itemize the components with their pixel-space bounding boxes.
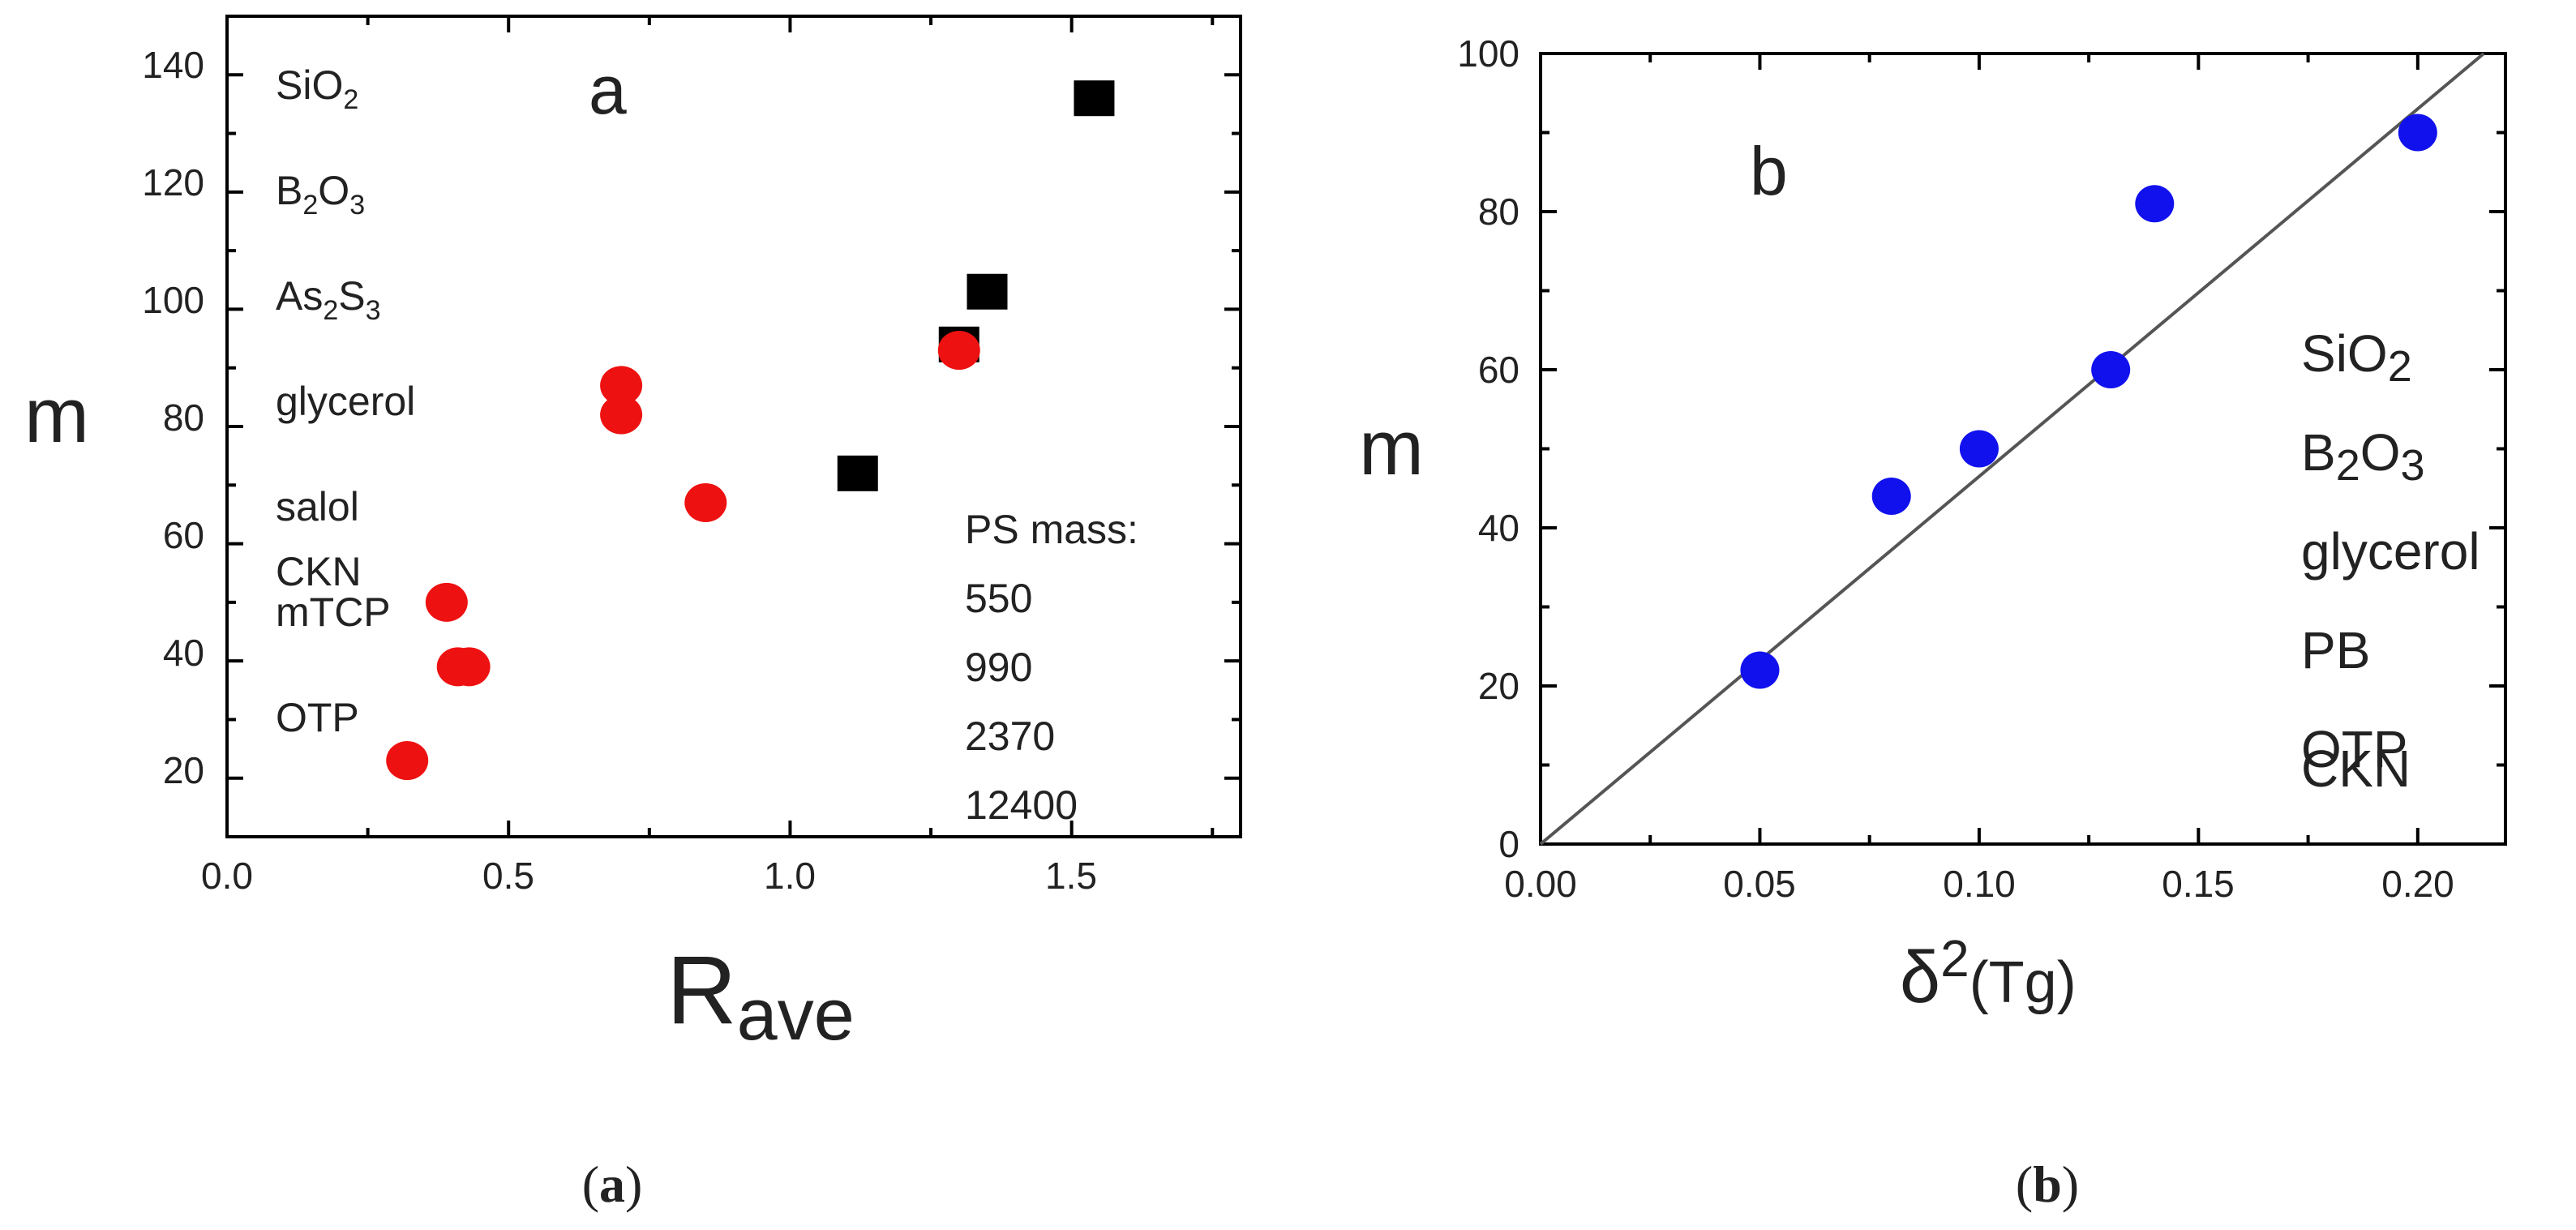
legend-ps-mass-2370: 2370 [965,714,1055,759]
legend-ps-mass-title: PS mass: [965,507,1138,552]
legend-ps-mass-990: 990 [965,645,1032,690]
legend-entry-sio2: SiO2 [276,62,358,115]
panel-a-x-tick-label: 0.5 [482,855,534,897]
panel-a-circle-point [448,647,491,687]
panel-a-circle-point [386,741,429,781]
figure-captions: (a) (b) [582,1155,2079,1213]
caption-b: (b) [2016,1155,2079,1213]
legend-entry-glycerol: glycerol [276,379,415,424]
panel-a-circle-point [600,395,643,435]
caption-a: (a) [582,1155,643,1213]
legend-entry-mtcp: mTCP [276,589,391,635]
panel-b-circle-point [2398,114,2437,152]
panel-b-legend: SiO2 B2O3 glycerol PB OTP CKN [2301,324,2480,798]
panel-a-square-point [837,455,878,491]
panel-b-y-tick-label: 20 [1478,665,1519,707]
panel-a-x-tick-labels: 0.0 0.5 1.0 1.5 [201,855,1097,897]
legend-entry-salol: salol [276,484,359,529]
panel-a-x-tick-label: 1.0 [764,855,816,897]
panel-b-circle-point [2091,351,2131,388]
panel-a-legend-right: PS mass: 550 990 2370 12400 [965,507,1138,828]
legend-entry-as2s3: As2S3 [276,273,381,326]
panel-a-circle-point [684,482,727,522]
panel-b-y-tick-label: 60 [1478,349,1519,391]
panel-a: 20 40 60 80 100 120 140 0.0 0.5 1.0 1.5 … [24,15,1242,1056]
panel-b-y-tick-label: 40 [1478,507,1519,549]
panel-a-data-points [386,80,1115,781]
panel-b-fit-line [1539,52,2485,846]
panel-b-y-axis-label: m [1359,405,1424,491]
panel-a-circle-point [937,331,980,371]
panel-b: 0 20 40 60 80 100 0.00 0.05 0.10 0.15 0.… [1359,32,2507,1018]
panel-a-y-tick-label: 20 [163,749,204,791]
panel-b-circle-point [2135,185,2175,223]
panel-b-y-tick-label: 100 [1457,32,1519,75]
panel-b-letter: b [1750,133,1788,209]
panel-a-plot-frame [225,15,1242,838]
panel-b-y-tick-label: 80 [1478,191,1519,233]
panel-b-circle-point [1959,430,1999,468]
panel-b-x-tick-label: 0.20 [2381,863,2454,905]
panel-b-data-points [1740,114,2437,689]
panel-b-circle-point [1740,651,1780,689]
legend-entry-pb: PB [2301,621,2370,679]
legend-entry-b2o3: B2O3 [276,168,365,221]
panel-a-square-point [1074,80,1115,117]
panel-b-x-axis-label: δ2(Tg) [1900,929,2077,1018]
panel-b-x-tick-labels: 0.00 0.05 0.10 0.15 0.20 [1504,863,2454,905]
panel-a-y-tick-label: 120 [142,161,204,204]
legend-ps-mass-550: 550 [965,576,1032,621]
legend-entry-glycerol: glycerol [2301,522,2480,581]
panel-a-letter: a [589,52,627,128]
panel-a-square-point [967,273,1008,310]
legend-ps-mass-12400: 12400 [965,782,1078,828]
panel-a-y-axis-label: m [24,372,89,459]
panel-b-y-tick-label: 0 [1498,823,1519,865]
panel-a-y-tick-label: 60 [163,514,204,556]
panel-a-circle-point [600,366,643,405]
legend-entry-otp: OTP [2301,720,2408,778]
panel-a-x-tick-label: 1.5 [1045,855,1097,897]
panel-a-y-tick-label: 40 [163,632,204,674]
legend-entry-ckn: CKN [2301,739,2411,798]
panel-a-y-tick-label: 100 [142,279,204,321]
panel-b-y-tick-labels: 0 20 40 60 80 100 [1457,32,1519,865]
panel-a-y-tick-labels: 20 40 60 80 100 120 140 [142,44,204,791]
panel-a-x-tick-label: 0.0 [201,855,253,897]
panel-b-ticks [1539,52,2505,846]
legend-entry-sio2: SiO2 [2301,324,2412,391]
panel-a-ticks [225,15,1241,838]
panel-a-x-axis-label: Rave [667,936,855,1056]
panel-b-x-tick-label: 0.05 [1723,863,1796,905]
panel-b-x-tick-label: 0.00 [1504,863,1577,905]
panel-b-x-tick-label: 0.10 [1943,863,2016,905]
legend-entry-otp: OTP [276,695,359,740]
panel-b-x-tick-label: 0.15 [2162,863,2235,905]
panel-a-y-tick-label: 80 [163,396,204,439]
panel-a-circle-point [425,582,468,622]
legend-entry-b2o3: B2O3 [2301,423,2425,490]
panel-a-legend-left: SiO2 B2O3 As2S3 glycerol salol mTCP OTP … [276,62,415,740]
panel-b-circle-point [1871,478,1911,515]
panel-a-y-tick-label: 140 [142,44,204,86]
legend-entry-ckn: CKN [276,549,362,594]
